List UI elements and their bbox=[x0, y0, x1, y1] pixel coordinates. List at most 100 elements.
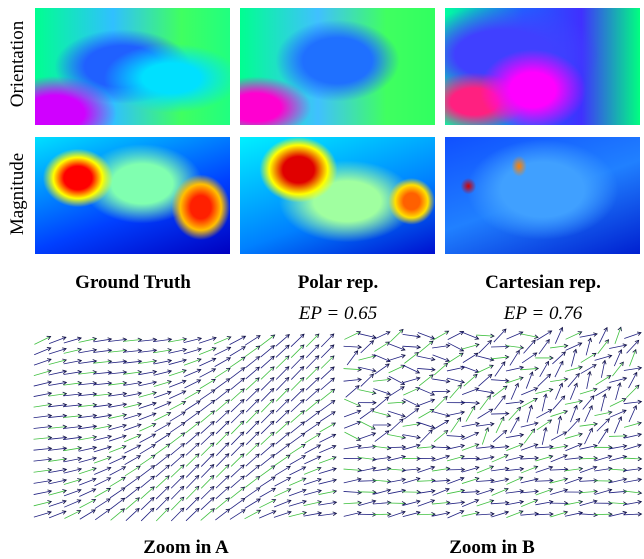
arrow-head bbox=[501, 361, 506, 366]
arrow bbox=[48, 370, 67, 376]
arrow-head bbox=[331, 444, 337, 450]
arrow-head bbox=[330, 399, 336, 405]
arrow-head bbox=[443, 395, 448, 401]
arrow-head bbox=[636, 331, 642, 336]
arrow-head bbox=[211, 368, 217, 373]
arrow-head bbox=[415, 499, 421, 505]
arrow-head bbox=[314, 366, 320, 371]
arrow-head bbox=[299, 366, 305, 371]
arrow-head bbox=[92, 445, 98, 451]
arrow-head bbox=[475, 456, 481, 461]
arrow bbox=[140, 497, 155, 511]
arrow bbox=[274, 466, 291, 477]
arrow-head bbox=[47, 500, 53, 505]
arrow-head bbox=[385, 358, 391, 363]
arrow bbox=[495, 416, 505, 434]
arrow-head bbox=[415, 510, 421, 516]
arrow bbox=[476, 489, 494, 496]
arrow-head bbox=[76, 499, 82, 504]
arrow bbox=[304, 433, 321, 444]
arrow bbox=[463, 374, 478, 387]
arrow bbox=[48, 393, 67, 397]
arrow bbox=[570, 349, 577, 367]
arrow-head bbox=[460, 400, 466, 405]
arrow bbox=[155, 475, 170, 489]
arrow-head bbox=[151, 412, 157, 417]
arrow-head bbox=[370, 408, 375, 413]
arrow-head bbox=[607, 454, 613, 460]
arrow bbox=[108, 349, 127, 353]
arrow bbox=[462, 432, 479, 441]
arrow bbox=[290, 366, 305, 380]
arrow bbox=[373, 354, 391, 362]
arrow bbox=[536, 419, 552, 431]
arrow bbox=[153, 370, 172, 376]
arrow bbox=[63, 415, 82, 418]
arrow-head bbox=[225, 475, 230, 480]
arrow bbox=[491, 446, 509, 449]
arrow bbox=[320, 366, 335, 380]
arrow bbox=[402, 333, 421, 338]
arrow-head bbox=[503, 454, 509, 459]
arrow bbox=[417, 513, 435, 516]
magnitude-map bbox=[445, 137, 640, 254]
arrow-head bbox=[317, 477, 322, 483]
arrow bbox=[184, 390, 201, 400]
arrow-head bbox=[445, 487, 450, 493]
arrow bbox=[478, 374, 493, 387]
arrow bbox=[140, 475, 155, 488]
arrow-head bbox=[77, 413, 83, 419]
arrow bbox=[93, 338, 112, 343]
arrow bbox=[344, 331, 361, 340]
arrow bbox=[358, 445, 376, 449]
arrow bbox=[418, 409, 434, 419]
arrow-head bbox=[534, 421, 539, 426]
arrow bbox=[245, 366, 260, 380]
arrow bbox=[109, 476, 126, 487]
arrow bbox=[479, 395, 491, 410]
arrow-head bbox=[474, 443, 480, 448]
arrow bbox=[461, 491, 480, 493]
arrow bbox=[595, 386, 612, 397]
arrow-head bbox=[316, 466, 322, 472]
arrow bbox=[124, 434, 141, 443]
arrow bbox=[523, 339, 536, 354]
arrow bbox=[63, 404, 82, 408]
arrow-head bbox=[62, 347, 67, 352]
arrow bbox=[275, 377, 290, 391]
arrow-head bbox=[430, 391, 436, 396]
arrow-head bbox=[152, 359, 158, 364]
arrow bbox=[446, 366, 465, 372]
arrow bbox=[579, 466, 597, 474]
arrow-head bbox=[137, 412, 142, 418]
arrow bbox=[275, 399, 290, 413]
arrow bbox=[138, 371, 157, 376]
arrow bbox=[595, 375, 611, 386]
arrow-head bbox=[120, 497, 126, 503]
arrow bbox=[289, 478, 306, 486]
arrow bbox=[138, 339, 157, 342]
arrow-head bbox=[224, 420, 230, 426]
arrow-head bbox=[617, 382, 622, 387]
arrow-head bbox=[637, 432, 643, 438]
arrow bbox=[476, 513, 494, 516]
arrow bbox=[79, 509, 96, 520]
arrow bbox=[579, 480, 598, 482]
arrow-head bbox=[167, 369, 173, 374]
arrow-head bbox=[604, 339, 610, 344]
arrow bbox=[33, 358, 52, 366]
arrow-head bbox=[241, 346, 246, 351]
arrow-head bbox=[269, 387, 275, 393]
arrow-head bbox=[532, 352, 538, 357]
arrow bbox=[491, 454, 509, 463]
arrow bbox=[343, 379, 362, 382]
arrow bbox=[290, 421, 305, 434]
arrow bbox=[230, 475, 245, 489]
arrow-head bbox=[547, 330, 553, 335]
arrow bbox=[535, 446, 553, 449]
arrow bbox=[48, 359, 67, 365]
arrow bbox=[304, 444, 321, 454]
arrow bbox=[63, 371, 82, 375]
arrow bbox=[154, 412, 171, 421]
arrow-head bbox=[578, 511, 584, 516]
